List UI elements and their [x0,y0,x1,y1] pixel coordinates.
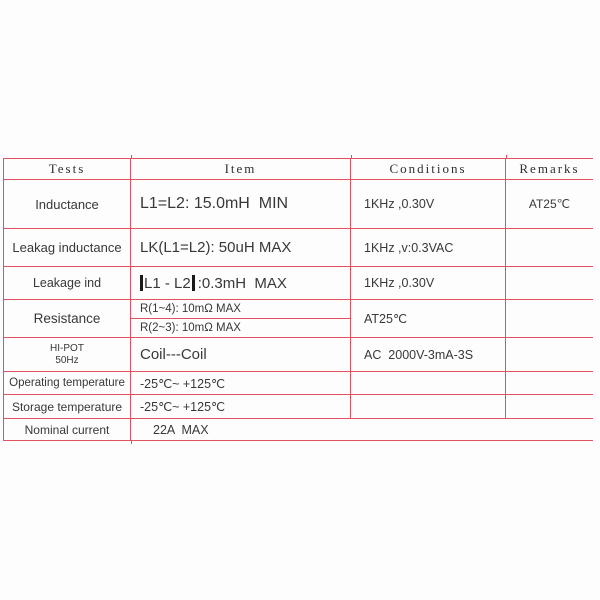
item-value-cell: Coil---Coil [131,338,351,372]
conditions-header-label: Conditions [389,161,467,176]
tests-header-cell: Tests [4,159,131,180]
condition-label: AT25℃ [364,312,407,326]
spec-table: Tests Item Conditions Remarks Inductance… [3,155,593,444]
condition-label: AC 2000V-3mA-3S [364,347,474,362]
condition-cell: AT25℃ [351,300,506,338]
test-name-cell: Leakage ind [4,267,131,300]
remark-cell: AT25℃ [506,180,593,229]
test-name-label: Storage temperature [11,399,123,414]
item-value-cell: -25℃~ +125℃ [131,372,351,395]
item-value-label: R(2~3): 10mΩ MAX [140,322,241,334]
item-value-cell: L1=L2: 15.0mH MIN [131,180,351,229]
test-name-label: Leakage ind [32,276,102,290]
item-value-cell: R(2~3): 10mΩ MAX [131,319,351,338]
test-name-cell: Operating temperature [4,372,131,395]
test-name-cell: Resistance [4,300,131,338]
item-value-cell: -25℃~ +125℃ [131,395,351,419]
test-name-cell: HI-POT 50Hz [4,338,131,372]
item-value-cell: LK(L1=L2): 50uH MAX [131,229,351,267]
item-value-cell: 22A MAX [131,419,593,441]
item-abs-label: L1 - L2 [144,274,191,292]
grid-overshoot-tick [351,155,352,158]
item-header-label: Item [224,161,257,176]
spec-grid: Tests Item Conditions Remarks Inductance… [3,158,593,441]
grid-overshoot-tick [506,155,507,158]
item-value-label: L1=L2: 15.0mH MIN [140,195,289,212]
item-value-label: -25℃~ +125℃ [140,400,226,414]
grid-overshoot-tick [131,155,132,158]
remark-cell [506,229,593,267]
item-value-cell: R(1~4): 10mΩ MAX [131,300,351,319]
item-value-label: :0.3mH MAX [197,274,287,292]
remark-label: AT25℃ [528,197,571,211]
test-name-label: HI-POT [50,342,84,354]
condition-cell [351,372,506,395]
item-value-label: Coil---Coil [140,346,207,363]
grid-overshoot-tick [131,441,132,444]
remark-cell [506,267,593,300]
condition-cell: AC 2000V-3mA-3S [351,338,506,372]
test-name-label: Resistance [33,311,101,326]
remark-cell [506,338,593,372]
test-name-label: Leakag inductance [12,240,122,255]
remark-cell [506,300,593,338]
item-value-label: R(1~4): 10mΩ MAX [140,303,241,315]
absolute-value-bar-icon [140,275,143,291]
condition-label: 1KHz ,0.30V [364,197,435,211]
condition-cell [351,395,506,419]
conditions-header-cell: Conditions [351,159,506,180]
test-name-cell: Leakag inductance [4,229,131,267]
condition-cell: 1KHz ,0.30V [351,180,506,229]
condition-cell: 1KHz ,v:0.3VAC [351,229,506,267]
test-name-cell: Nominal current [4,419,131,441]
remarks-header-cell: Remarks [506,159,593,180]
remark-cell [506,395,593,419]
test-name-label: Nominal current [24,422,110,437]
condition-label: 1KHz ,v:0.3VAC [364,240,454,255]
test-name-label: Inductance [35,196,99,212]
test-name-cell: Inductance [4,180,131,229]
test-name-sublabel: 50Hz [55,354,79,366]
tests-header-label: Tests [48,161,86,176]
item-value-label: LK(L1=L2): 50uH MAX [140,239,292,256]
condition-cell: 1KHz ,0.30V [351,267,506,300]
condition-label: 1KHz ,0.30V [364,276,435,290]
absolute-value-bar-icon [191,275,195,291]
test-name-cell: Storage temperature [4,395,131,419]
item-header-cell: Item [131,159,351,180]
test-name-label: Operating temperature [9,377,125,389]
item-value-cell: L1 - L2 :0.3mH MAX [131,267,351,300]
remark-cell [506,372,593,395]
remarks-header-label: Remarks [519,161,580,176]
item-value-label: -25℃~ +125℃ [140,376,226,391]
item-value-label: 22A MAX [153,422,209,437]
